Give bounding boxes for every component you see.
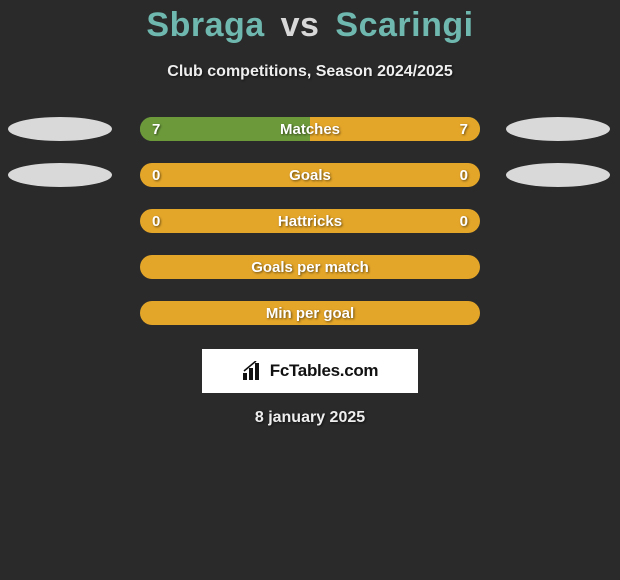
title-vs: vs xyxy=(281,6,320,44)
stat-row: 0 0 Goals xyxy=(0,157,620,203)
comparison-rows: 7 7 Matches 0 0 Goals 0 0 Hattricks Goals per mat… xyxy=(0,111,620,341)
stat-value-left: 0 xyxy=(152,209,160,233)
stat-pill: 7 7 Matches xyxy=(140,117,480,141)
logo-text: FcTables.com xyxy=(270,361,379,381)
stat-pill: 0 0 Hattricks xyxy=(140,209,480,233)
bar-chart-icon xyxy=(242,361,264,381)
subtitle: Club competitions, Season 2024/2025 xyxy=(0,63,620,81)
stat-pill: 0 0 Goals xyxy=(140,163,480,187)
stat-pill: Goals per match xyxy=(140,255,480,279)
title-player-2: Scaringi xyxy=(335,6,473,44)
player-badge-right xyxy=(506,117,610,141)
page-title: Sbraga vs Scaringi xyxy=(0,0,620,45)
stat-row: Min per goal xyxy=(0,295,620,341)
title-player-1: Sbraga xyxy=(146,6,264,44)
stat-value-left: 7 xyxy=(152,117,160,141)
fctables-logo: FcTables.com xyxy=(202,349,418,393)
stat-label: Goals per match xyxy=(251,259,369,276)
generation-date: 8 january 2025 xyxy=(0,409,620,427)
stat-label: Min per goal xyxy=(266,305,354,322)
player-badge-right xyxy=(506,163,610,187)
stat-row: Goals per match xyxy=(0,249,620,295)
player-badge-left xyxy=(8,117,112,141)
stat-label: Goals xyxy=(289,167,331,184)
logo-container: FcTables.com xyxy=(0,349,620,393)
stat-value-right: 0 xyxy=(460,209,468,233)
stat-label: Hattricks xyxy=(278,213,342,230)
stat-value-left: 0 xyxy=(152,163,160,187)
stat-row: 0 0 Hattricks xyxy=(0,203,620,249)
stat-value-right: 7 xyxy=(460,117,468,141)
stat-value-right: 0 xyxy=(460,163,468,187)
stat-row: 7 7 Matches xyxy=(0,111,620,157)
stat-label: Matches xyxy=(280,121,340,138)
player-badge-left xyxy=(8,163,112,187)
stat-pill: Min per goal xyxy=(140,301,480,325)
